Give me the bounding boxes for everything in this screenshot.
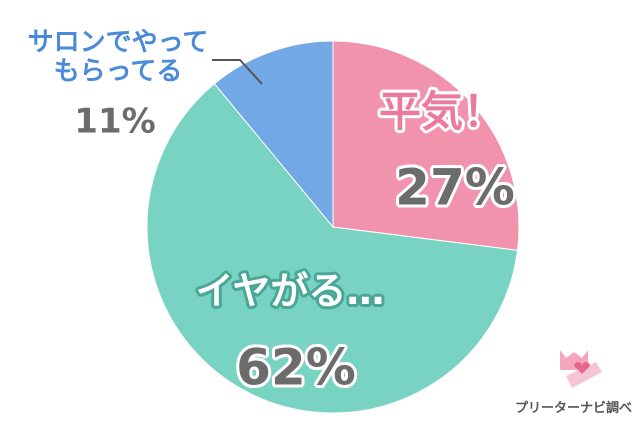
logo [560, 350, 602, 388]
category-label: サロンでやって もらってる [27, 27, 209, 86]
source-note: プリーターナビ調べ [514, 401, 632, 416]
pie-slice [146, 82, 519, 414]
value-label: 11% [74, 101, 156, 142]
pie-slice [332, 40, 520, 251]
pie-slice [213, 40, 334, 229]
category-label: イヤがる… [195, 269, 385, 314]
category-label: 平気！ [378, 86, 506, 136]
leader-line [212, 59, 263, 85]
value-label: 62% [236, 338, 356, 397]
value-label: 27% [395, 158, 515, 217]
